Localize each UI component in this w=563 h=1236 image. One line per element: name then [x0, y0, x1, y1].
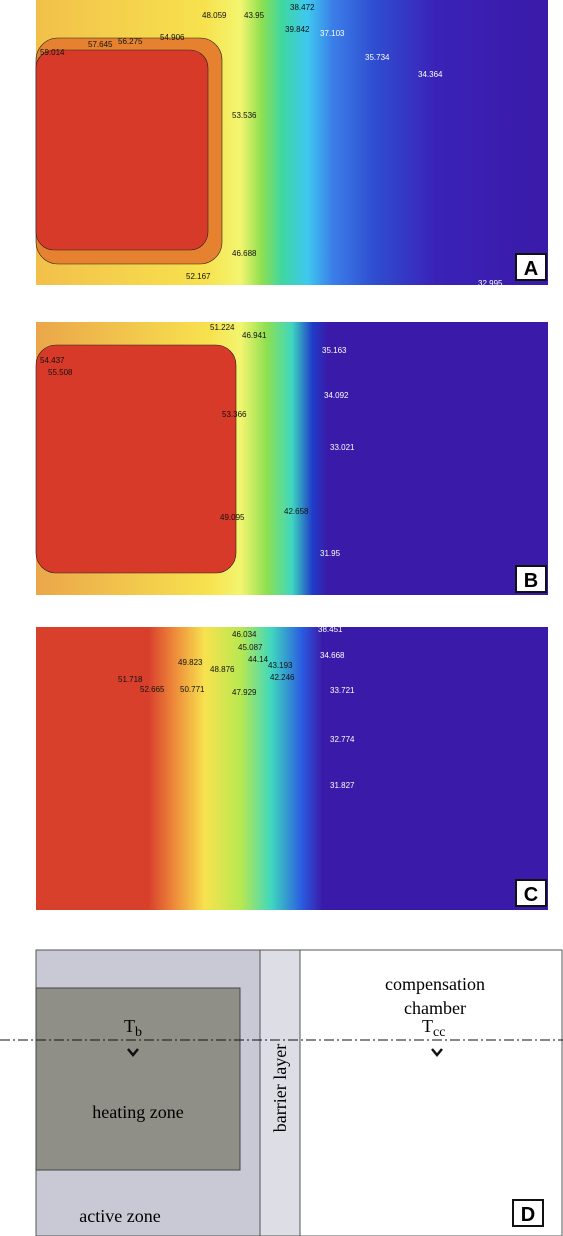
contour-label: 42.658 — [284, 507, 309, 516]
contour-label: 37.103 — [320, 29, 345, 38]
panel-label-box — [515, 253, 547, 281]
contour-label: 43.95 — [244, 11, 265, 20]
contour-label: 59.014 — [40, 48, 65, 57]
symbol: T — [422, 1016, 433, 1036]
panel-label-box — [515, 565, 547, 593]
contour-label: 31.827 — [330, 781, 355, 790]
contour-label: 55.508 — [48, 368, 73, 377]
active-zone: active zone — [79, 1206, 160, 1226]
contour-label: 35.734 — [365, 53, 390, 62]
contour-label: 33.721 — [330, 686, 355, 695]
subscript: cc — [433, 1025, 445, 1040]
contour-label: 42.246 — [270, 673, 295, 682]
panel-c — [36, 627, 548, 910]
contour-label: 49.095 — [220, 513, 245, 522]
contour-label: 54.437 — [40, 356, 65, 365]
contour-label: 32.995 — [478, 279, 503, 288]
contour-label: 31.95 — [320, 549, 341, 558]
contour-label: 34.668 — [320, 651, 345, 660]
contour-label: 34.364 — [418, 70, 443, 79]
contour-label: 45.087 — [238, 643, 263, 652]
barrier-layer: barrier layer — [270, 1044, 290, 1132]
contour-label: 51.224 — [210, 323, 235, 332]
contour-label: 48.059 — [202, 11, 227, 20]
contour-label: 43.193 — [268, 661, 293, 670]
contour-label: 52.665 — [140, 685, 165, 694]
contour-label: 38.472 — [290, 3, 315, 12]
contour-label: 47.929 — [232, 688, 257, 697]
panel-label: B — [524, 570, 538, 592]
contour-label: 57.645 — [88, 40, 113, 49]
contour-label: 53.366 — [222, 410, 247, 419]
contour-label: 38.451 — [318, 625, 343, 634]
compensation-chamber: chamber — [404, 998, 466, 1018]
contour-label: 32.774 — [330, 735, 355, 744]
temperature-label: Tcc — [422, 1016, 445, 1040]
subscript: b — [135, 1025, 142, 1040]
compensation-chamber: compensation — [385, 974, 485, 994]
contour-label: 34.092 — [324, 391, 349, 400]
contour-label: 33.021 — [330, 443, 355, 452]
contour-label: 53.536 — [232, 111, 257, 120]
contour-label: 54.906 — [160, 33, 185, 42]
panel-label: D — [521, 1204, 535, 1226]
contour-label: 46.034 — [232, 630, 257, 639]
contour-label: 52.167 — [186, 272, 211, 281]
contour-label: 50.771 — [180, 685, 205, 694]
contour-label: 49.823 — [178, 658, 203, 667]
heating-zone: heating zone — [92, 1102, 183, 1122]
panel-a — [35, 0, 548, 285]
symbol: T — [124, 1016, 135, 1036]
contour-label: 39.842 — [285, 25, 310, 34]
temperature-label: Tb — [124, 1016, 142, 1040]
contour-label: 56.275 — [118, 37, 143, 46]
panel-label: A — [524, 258, 538, 280]
panel-label: C — [524, 884, 538, 906]
contour-label: 46.941 — [242, 331, 267, 340]
contour-label: 46.688 — [232, 249, 257, 258]
contour-label: 51.718 — [118, 675, 143, 684]
panel-b — [35, 322, 548, 595]
panel-label-box — [515, 879, 547, 907]
contour-label: 44.14 — [248, 655, 269, 664]
panel-d — [0, 949, 563, 1236]
contour-label: 35.163 — [322, 346, 347, 355]
contour-label: 48.876 — [210, 665, 235, 674]
